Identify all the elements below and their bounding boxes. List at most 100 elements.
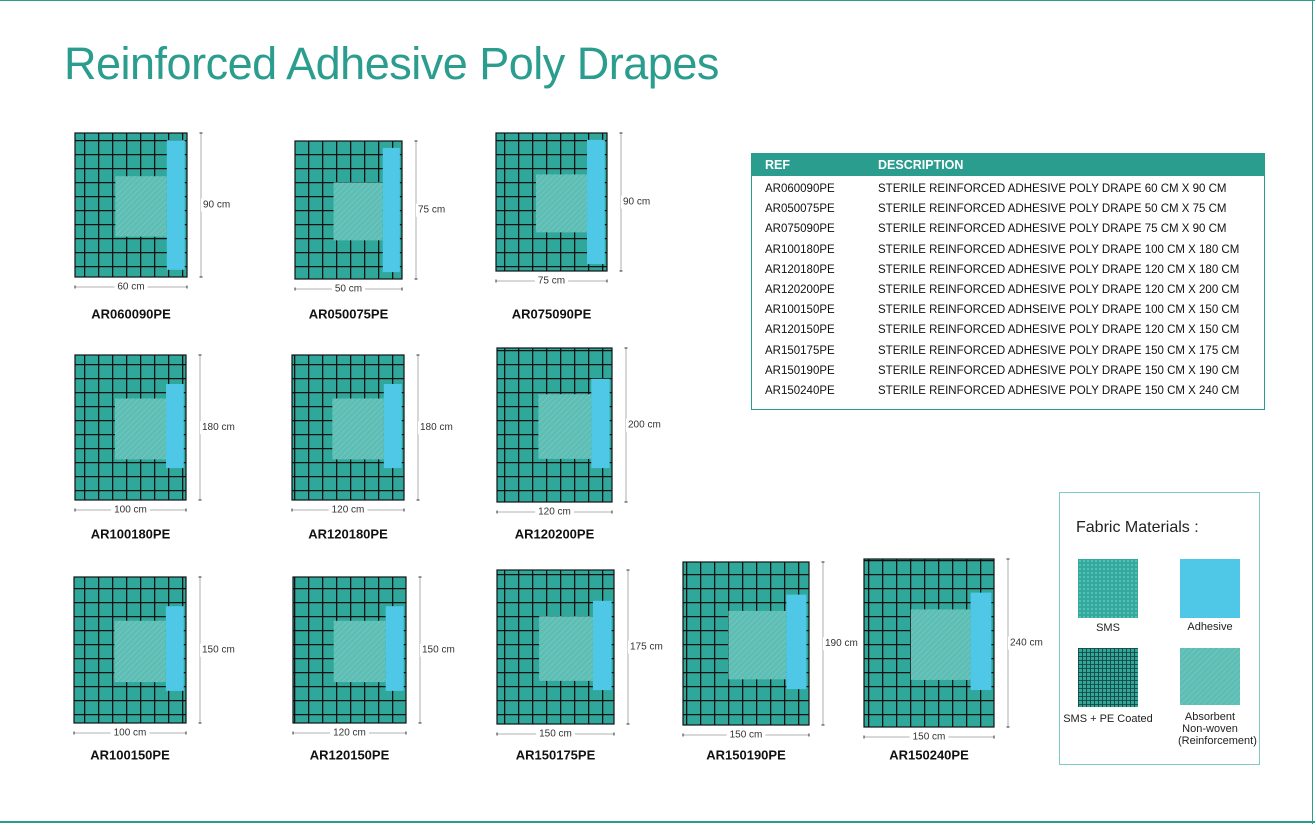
drape: 150 cm 100 cm AR100150PE [73,576,237,762]
height-label: 180 cm [420,422,453,433]
description-cell: STERILE REINFORCED ADHESIVE POLY DRAPE 1… [878,364,1240,377]
page-title: Reinforced Adhesive Poly Drapes [64,38,719,89]
drape-reinforcement [539,616,593,681]
width-label: 120 cm [333,728,366,739]
ref-cell: AR150190PE [765,364,835,377]
drape-code: AR150240PE [889,747,969,762]
height-label: 240 cm [1010,638,1043,649]
ref-cell: AR100180PE [765,243,835,256]
label-bg [1008,636,1045,650]
label-bg [628,640,665,654]
drape-code: AR060090PE [91,306,171,321]
width-label: 75 cm [538,276,565,287]
table-row: AR120150PE STERILE REINFORCED ADHESIVE PO… [752,320,1265,340]
width-label: 100 cm [114,728,147,739]
ref-cell: AR120150PE [765,324,835,337]
label-bg [726,728,766,742]
height-label: 200 cm [628,420,661,431]
label-bg [331,282,366,296]
drape-code: AR150175PE [516,747,596,762]
table-row: AR100180PE STERILE REINFORCED ADHESIVE PO… [752,240,1265,260]
drape-code: AR075090PE [512,306,592,321]
table-row: AR100150PE STERILE REINFORCED ADHSEIVE PO… [752,300,1265,320]
table-row: AR050075PE STERILE REINFORCED ADHESIVE PO… [752,199,1265,219]
ref-cell: AR150240PE [765,384,835,397]
label-bg [909,730,949,744]
header-cell: REF [751,153,865,176]
label-bg [418,421,455,435]
table-header: REF DESCRIPTION [751,153,1265,176]
ref-cell: AR100150PE [765,304,835,317]
drape-adhesive [587,139,605,265]
table-row: AR075090PE STERILE REINFORCED ADHESIVE PO… [752,219,1265,239]
header-cell: DESCRIPTION [865,153,1265,176]
height-label: 75 cm [418,205,445,216]
height-label: 190 cm [825,638,858,649]
description-cell: STERILE REINFORCED ADHSEIVE POLY DRAPE 1… [878,304,1240,317]
height-label: 90 cm [623,197,650,208]
drape: 240 cm 150 cm AR150240PE [863,558,1045,762]
drape-drawings: 90 cm 60 cm AR060090PE 75 cm 50 cm AR050075PE… [73,132,1045,762]
drape-code: AR120150PE [310,747,390,762]
ref-cell: AR150175PE [765,344,835,357]
description-cell: STERILE REINFORCED ADHESIVE POLY DRAPE 1… [878,263,1240,276]
drape-adhesive [591,378,610,469]
table-row: AR150175PE STERILE REINFORCED ADHESIVE PO… [752,341,1265,361]
drape: 75 cm 50 cm AR050075PE [294,140,448,321]
drape-adhesive [385,606,404,691]
table-row: AR060090PE STERILE REINFORCED ADHESIVE PO… [752,176,1265,199]
width-label: 120 cm [332,505,365,516]
legend-title: Fabric Materials : [1076,519,1199,536]
drape-reinforcement [114,398,167,460]
description-cell: STERILE REINFORCED ADHESIVE POLY DRAPE 1… [878,344,1240,357]
drape-code: AR100180PE [91,526,171,541]
ref-cell: AR060090PE [765,183,835,196]
drape-code: AR120180PE [308,526,388,541]
drape-adhesive [166,140,185,270]
drape: 180 cm 100 cm AR100180PE [74,354,237,541]
drape: 200 cm 120 cm AR120200PE [496,347,663,541]
legend-label: SMS [1096,622,1120,634]
label-bg [114,280,148,294]
label-bg [200,421,237,435]
drape-adhesive [786,594,807,690]
swatch-absorbent [1180,648,1240,705]
drape-reinforcement [333,182,383,241]
drape-code: AR100150PE [90,747,170,762]
label-bg [201,198,233,212]
legend: Fabric Materials : SMS Adhesive SMS + PE… [1059,492,1260,765]
drape-reinforcement [538,394,592,459]
width-label: 150 cm [539,729,572,740]
height-label: 90 cm [203,200,230,211]
label-bg [536,727,575,741]
ref-cell: AR075090PE [765,223,835,236]
drape: 90 cm 60 cm AR060090PE [74,132,233,321]
description-cell: STERILE REINFORCED ADHESIVE POLY DRAPE 1… [878,324,1240,337]
drape-adhesive [970,592,992,691]
drape-code: AR120200PE [515,526,595,541]
label-bg [111,503,150,517]
label-bg [200,643,237,657]
description-cell: STERILE REINFORCED ADHESIVE POLY DRAPE 6… [878,183,1227,196]
description-cell: STERILE REINFORCED ADHESIVE POLY DRAPE 1… [878,243,1240,256]
swatch-adhesive [1180,559,1240,618]
width-label: 150 cm [913,732,946,743]
label-bg [535,505,574,519]
drape-reinforcement [333,620,386,683]
legend-label: SMS + PE Coated [1063,713,1153,725]
table-row: AR150240PE STERILE REINFORCED ADHESIVE PO… [752,381,1265,410]
drape-code: AR150190PE [706,747,786,762]
drape-reinforcement [728,610,787,680]
legend-label: Adhesive [1187,621,1233,633]
label-bg [328,503,368,517]
label-bg [416,203,448,217]
description-cell: STERILE REINFORCED ADHESIVE POLY DRAPE 1… [878,384,1240,397]
width-label: 150 cm [730,730,763,741]
frame-line [0,821,1315,823]
drape: 190 cm 150 cm AR150190PE [682,561,860,762]
drape: 90 cm 75 cm AR075090PE [495,132,653,321]
label-bg [823,637,860,651]
drape-adhesive [165,606,184,691]
label-bg [626,418,663,432]
drape: 175 cm 150 cm AR150175PE [496,569,665,762]
